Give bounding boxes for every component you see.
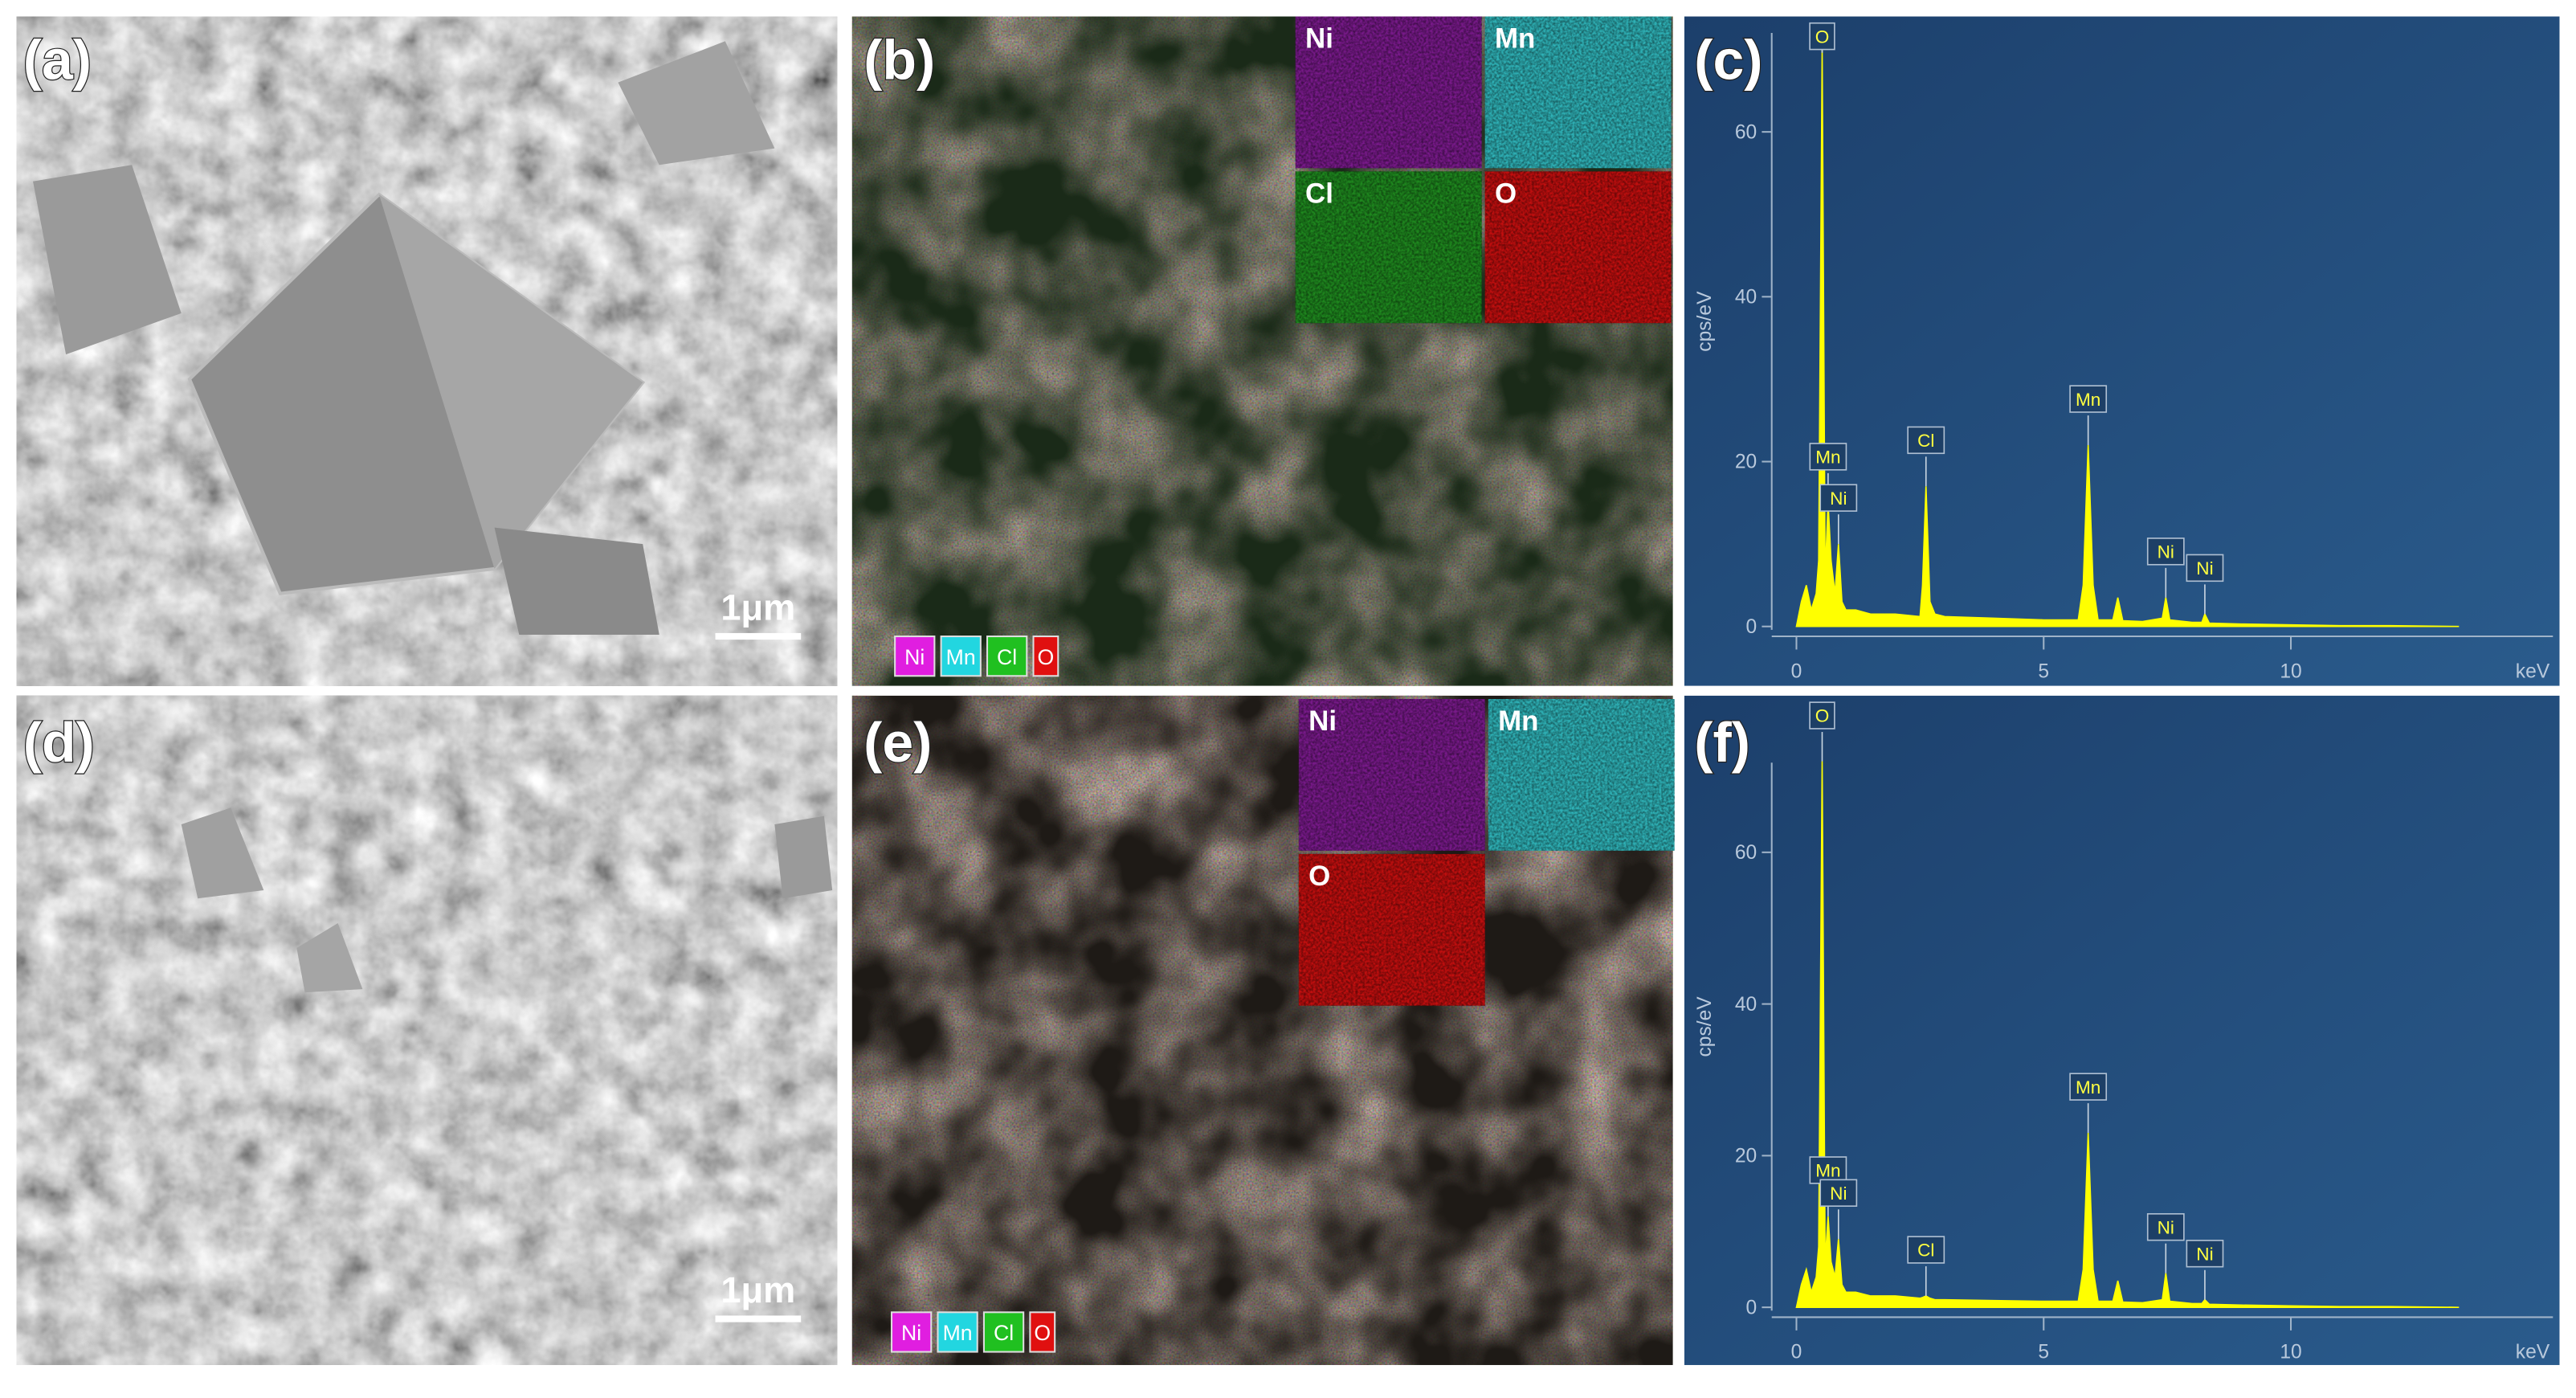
annotation-label: Ni	[2196, 1244, 2213, 1264]
annotation-box	[1809, 701, 1835, 730]
annotation-box	[1907, 1236, 1945, 1264]
x-tick-label: 0	[1791, 660, 1802, 682]
annotation-box	[2186, 1240, 2224, 1268]
x-tick-label: 10	[2280, 660, 2301, 682]
element-map-texture	[1298, 699, 1485, 851]
plot-background	[1684, 695, 2560, 1365]
annotation-label: Mn	[1815, 448, 1840, 468]
y-tick-label: 60	[1735, 121, 1757, 143]
plot-background	[1684, 16, 2560, 686]
spectrum-area	[1795, 49, 2460, 627]
annotation-label: O	[1815, 706, 1830, 726]
x-axis-label: keV	[2516, 1342, 2550, 1363]
annotation-label: Mn	[1815, 1161, 1840, 1181]
eds-map-b	[851, 16, 1673, 686]
y-tick-label: 40	[1735, 287, 1757, 309]
legend-label: Cl	[994, 1321, 1014, 1345]
annotation-box	[1809, 443, 1847, 471]
legend-swatch	[891, 1311, 933, 1353]
annotation-label: O	[1815, 27, 1830, 47]
y-axis-label: cps/eV	[1694, 291, 1716, 352]
legend-swatch	[986, 636, 1028, 677]
annotation-box	[2146, 1212, 2185, 1241]
y-axis-label: cps/eV	[1694, 996, 1716, 1057]
sem-image-d	[16, 695, 838, 1365]
annotation-label: Cl	[1917, 431, 1934, 451]
annotation-box	[2069, 1073, 2108, 1101]
element-map-texture	[1484, 16, 1672, 169]
annotation-box	[2146, 538, 2185, 566]
legend-label: Mn	[943, 1321, 973, 1345]
legend-swatch	[940, 636, 982, 677]
element-map-texture	[1295, 16, 1482, 169]
legend-label: Ni	[901, 1321, 921, 1345]
y-tick-label: 60	[1735, 842, 1757, 864]
scale-bar	[715, 632, 802, 640]
element-map-label: Mn	[1498, 705, 1538, 737]
element-map-texture	[1298, 853, 1485, 1006]
scale-bar-label: 1μm	[721, 587, 795, 628]
y-tick-label: 0	[1746, 1297, 1757, 1318]
legend-label: Cl	[997, 645, 1017, 669]
annotation-box	[1907, 426, 1945, 455]
annotation-label: Ni	[1830, 1183, 1847, 1204]
annotation-box	[2069, 385, 2108, 413]
scale-bar	[715, 1315, 802, 1322]
annotation-label: Ni	[1830, 488, 1847, 509]
legend-swatch	[894, 636, 936, 677]
element-map-texture	[1488, 699, 1675, 851]
annotation-box	[2186, 554, 2224, 582]
panel-label: (a)	[23, 28, 92, 91]
annotation-box	[1809, 22, 1835, 51]
legend-label: O	[1034, 1321, 1051, 1345]
x-tick-label: 5	[2038, 660, 2049, 682]
annotation-label: Mn	[2076, 390, 2100, 410]
element-map-label: Ni	[1308, 705, 1337, 737]
annotation-label: Ni	[2196, 558, 2213, 578]
y-tick-label: 40	[1735, 994, 1757, 1016]
legend-label: Ni	[904, 645, 925, 669]
legend-swatch	[937, 1311, 978, 1353]
element-map-label: Cl	[1305, 178, 1333, 209]
panel-label: (f)	[1694, 711, 1750, 774]
legend-swatch	[1029, 1311, 1056, 1353]
element-map-texture	[1295, 171, 1482, 324]
sem-image-a	[16, 16, 838, 686]
spectrum-area	[1795, 761, 2460, 1308]
panel-label: (e)	[863, 711, 932, 774]
element-map-label: O	[1495, 178, 1517, 209]
annotation-label: Cl	[1917, 1241, 1934, 1261]
annotation-label: Ni	[2158, 542, 2174, 562]
annotation-label: Ni	[2158, 1217, 2174, 1237]
panel-label: (c)	[1694, 28, 1762, 91]
x-tick-label: 10	[2280, 1342, 2301, 1363]
y-tick-label: 0	[1746, 616, 1757, 638]
x-axis-label: keV	[2516, 660, 2550, 682]
panel-label: (d)	[23, 711, 95, 774]
legend-swatch	[982, 1311, 1025, 1353]
legend-label: Mn	[946, 645, 976, 669]
element-map-label: Ni	[1305, 23, 1333, 55]
annotation-label: Mn	[2076, 1077, 2100, 1098]
x-tick-label: 5	[2038, 1342, 2049, 1363]
legend-label: O	[1038, 645, 1055, 669]
annotation-box	[1819, 1179, 1858, 1207]
x-tick-label: 0	[1791, 1342, 1802, 1363]
element-map-label: Mn	[1495, 23, 1535, 55]
element-map-label: O	[1308, 860, 1330, 892]
panel-label: (b)	[863, 28, 935, 91]
annotation-box	[1819, 484, 1858, 512]
element-map-texture	[1484, 171, 1672, 324]
scale-bar-label: 1μm	[721, 1269, 795, 1310]
y-tick-label: 20	[1735, 452, 1757, 473]
y-tick-label: 20	[1735, 1146, 1757, 1167]
legend-swatch	[1032, 636, 1059, 677]
